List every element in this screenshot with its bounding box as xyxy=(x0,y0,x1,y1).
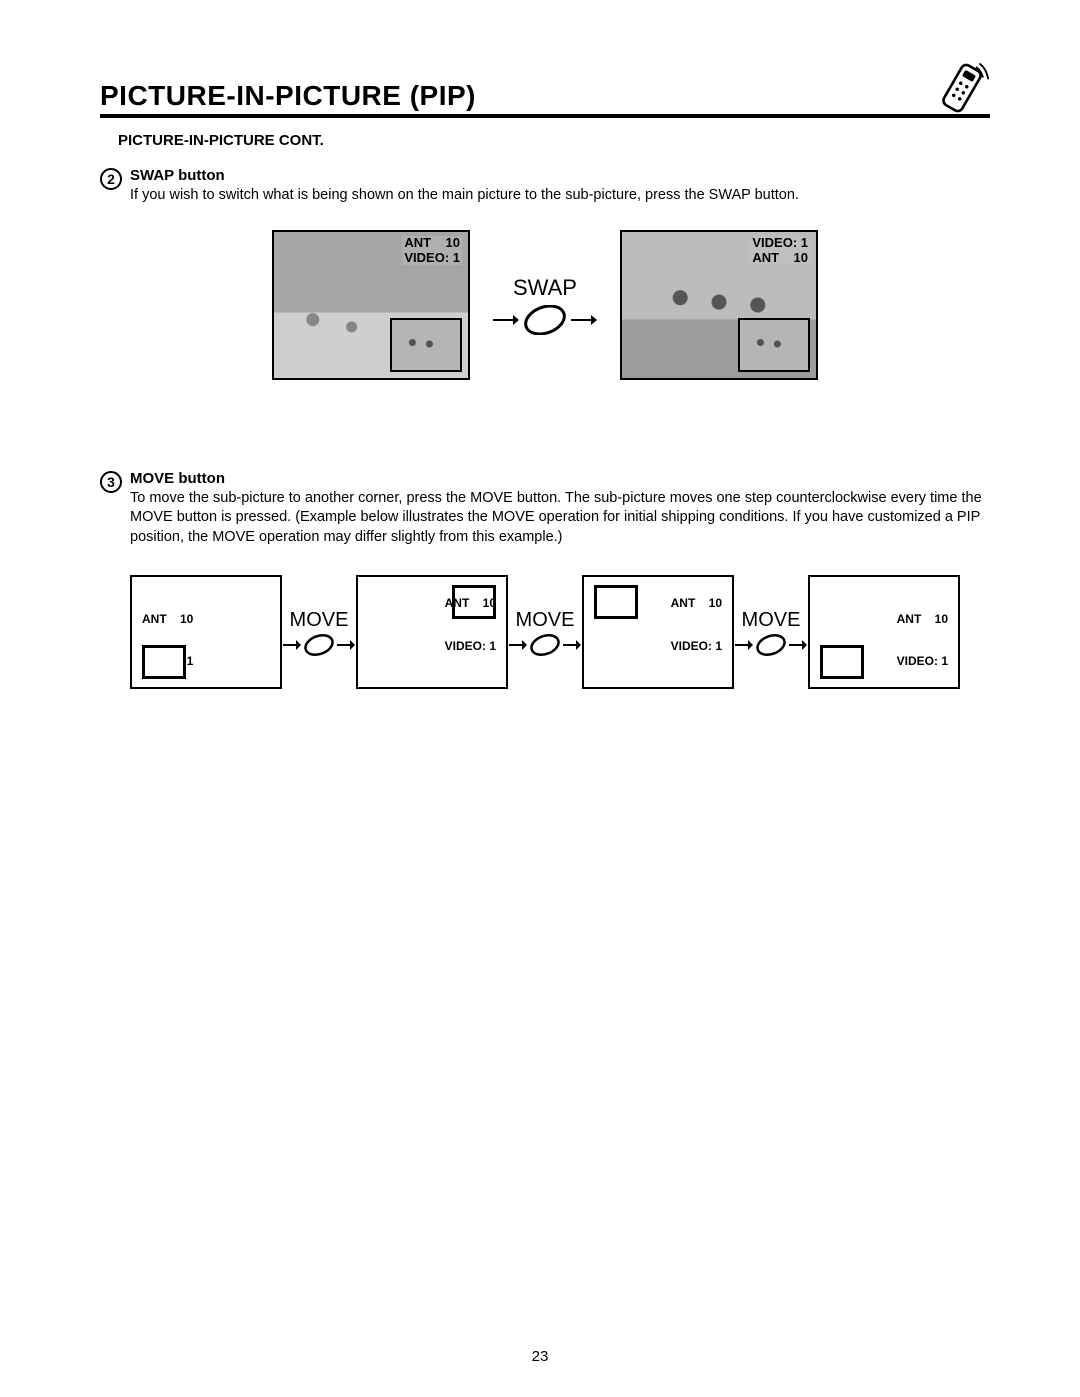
arrow-right-icon xyxy=(509,639,527,651)
swap-before-osd: ANT 10 VIDEO: 1 xyxy=(402,236,462,266)
page-number: 23 xyxy=(532,1348,549,1365)
arrow-right-icon xyxy=(337,639,355,651)
swap-label: SWAP xyxy=(513,275,577,301)
move-osd-1: ANT 10 VIDEO: 1 xyxy=(142,583,193,696)
move-button-icon xyxy=(755,634,787,656)
swap-text: If you wish to switch what is being show… xyxy=(130,186,990,206)
move-screen-4: ANT 10 VIDEO: 1 xyxy=(808,575,960,689)
arrow-right-icon xyxy=(571,313,597,327)
move-text: To move the sub-picture to another corne… xyxy=(130,489,990,548)
step-number-3: 3 xyxy=(100,471,122,493)
move-screen-3: ANT 10 VIDEO: 1 xyxy=(582,575,734,689)
swap-screen-before: ANT 10 VIDEO: 1 xyxy=(272,230,470,380)
arrow-right-icon xyxy=(283,639,301,651)
section-move: 3 MOVE button To move the sub-picture to… xyxy=(100,470,990,548)
page-title: PICTURE-IN-PICTURE (PIP) xyxy=(100,80,476,112)
arrow-right-icon xyxy=(493,313,519,327)
swap-after-osd: VIDEO: 1 ANT 10 xyxy=(750,236,810,266)
swap-diagram: ANT 10 VIDEO: 1 SWAP VIDEO: 1 ANT 10 xyxy=(100,230,990,380)
move-osd-4: ANT 10 VIDEO: 1 xyxy=(897,583,948,696)
move-heading: MOVE button xyxy=(130,470,990,487)
swap-before-pip xyxy=(390,318,462,372)
arrow-right-icon xyxy=(735,639,753,651)
swap-after-pip xyxy=(738,318,810,372)
step-number-2: 2 xyxy=(100,168,122,190)
move-osd-3: ANT 10 VIDEO: 1 xyxy=(671,568,722,681)
move-osd-2: ANT 10 VIDEO: 1 xyxy=(445,568,496,681)
move-screen-2: ANT 10 VIDEO: 1 xyxy=(356,575,508,689)
move-action-3: MOVE xyxy=(732,609,810,656)
swap-screen-after: VIDEO: 1 ANT 10 xyxy=(620,230,818,380)
swap-action: SWAP xyxy=(480,275,610,335)
swap-heading: SWAP button xyxy=(130,167,990,184)
move-button-icon xyxy=(303,634,335,656)
arrow-right-icon xyxy=(563,639,581,651)
move-action-1: MOVE xyxy=(280,609,358,656)
page-subtitle: PICTURE-IN-PICTURE CONT. xyxy=(118,132,990,149)
move-screen-1: ANT 10 VIDEO: 1 xyxy=(130,575,282,689)
section-swap: 2 SWAP button If you wish to switch what… xyxy=(100,167,990,206)
move-action-2: MOVE xyxy=(506,609,584,656)
move-pip-1 xyxy=(142,645,186,679)
move-pip-3 xyxy=(594,585,638,619)
swap-button-icon xyxy=(523,305,567,335)
move-pip-4 xyxy=(820,645,864,679)
move-diagram: ANT 10 VIDEO: 1 MOVE ANT 10 VIDEO: 1 MOV… xyxy=(100,575,990,689)
move-button-icon xyxy=(529,634,561,656)
arrow-right-icon xyxy=(789,639,807,651)
remote-control-icon xyxy=(934,60,990,116)
page-header: PICTURE-IN-PICTURE (PIP) xyxy=(100,60,990,118)
